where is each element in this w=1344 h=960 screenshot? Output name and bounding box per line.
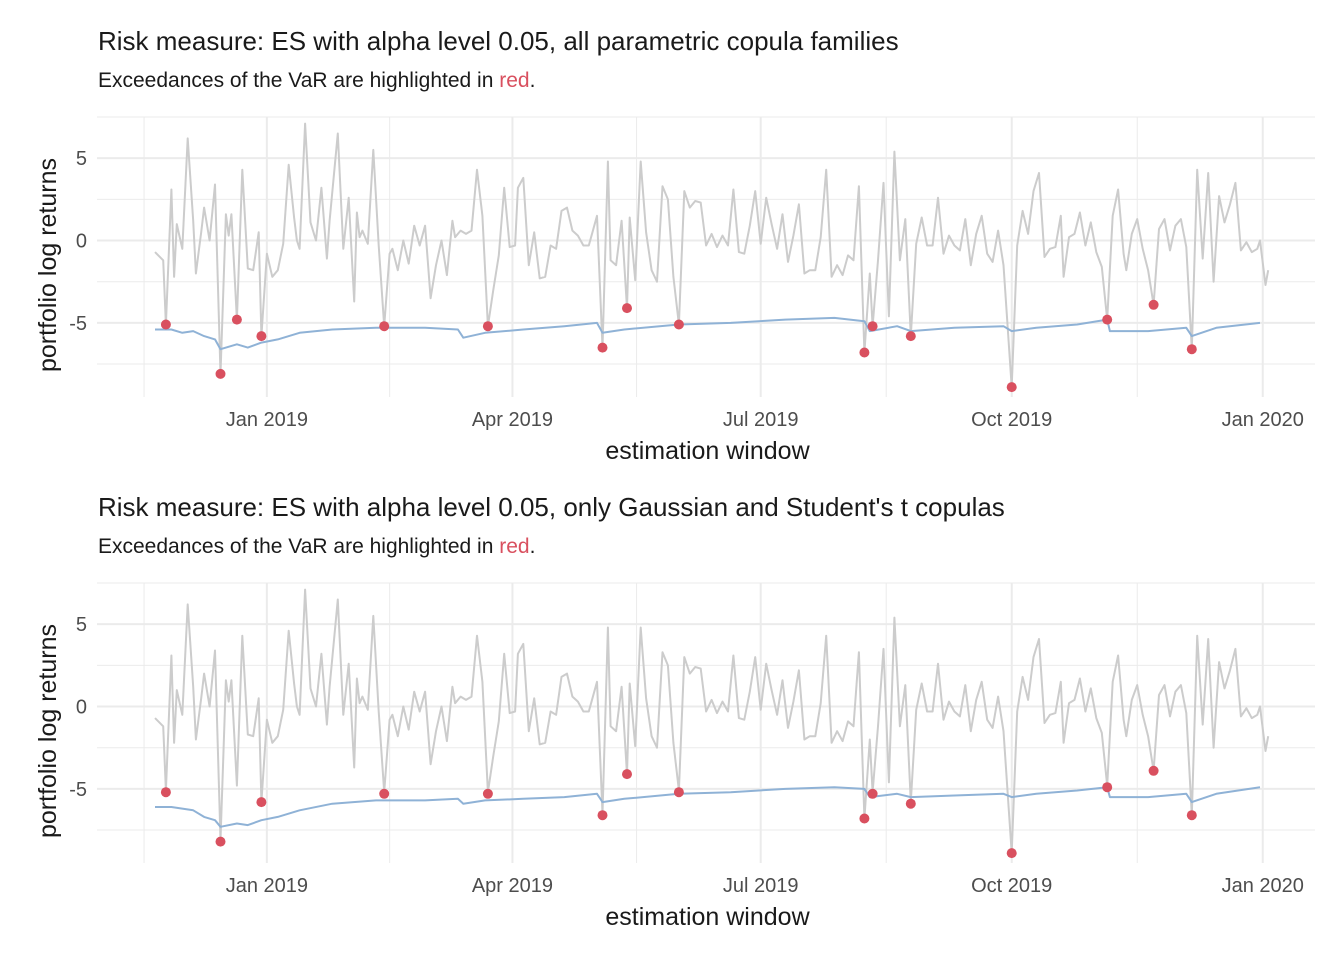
x-tick-label: Jul 2019	[723, 409, 799, 431]
risk-measure-line	[155, 316, 1261, 351]
subtitle-highlight: red	[499, 69, 530, 92]
exceedance-point	[160, 319, 171, 330]
y-axis-label: portfolio log returns	[34, 158, 62, 372]
plot-svg: 5 0 -5 Jan 2019 Apr 2019 Jul 2019 Oct 2019 Jan …	[34, 582, 1315, 931]
subtitle-end: .	[529, 535, 536, 558]
exceedance-point	[379, 321, 390, 332]
exceedance-point	[1186, 810, 1197, 821]
exceedance-point	[597, 342, 608, 353]
chart-subtitle: Exceedances of the VaR are highlighted i…	[98, 69, 535, 93]
subtitle-text: Exceedances of the VaR are highlighted i…	[98, 69, 500, 92]
exceedance-point	[673, 319, 684, 330]
exceedance-point	[256, 797, 267, 808]
x-axis-label: estimation window	[605, 903, 810, 931]
exceedance-point	[867, 788, 878, 799]
y-tick-label: -5	[69, 779, 87, 801]
chart-subtitle: Exceedances of the VaR are highlighted i…	[98, 535, 535, 559]
y-tick-label: 0	[76, 231, 87, 253]
exceedance-point	[622, 303, 632, 314]
exceedance-point	[256, 331, 267, 342]
x-tick-label: Apr 2019	[472, 875, 553, 897]
x-tick-label: Oct 2019	[971, 875, 1052, 897]
x-axis-label: estimation window	[605, 437, 810, 465]
exceedance-point	[1148, 765, 1159, 776]
chart-panel-gaussian-t-copulas: Risk measure: ES with alpha level 0.05, …	[0, 466, 1344, 932]
exceedance-point	[597, 810, 608, 821]
y-tick-label: 5	[76, 148, 87, 170]
x-tick-label: Apr 2019	[472, 409, 553, 431]
exceedance-point	[1006, 848, 1017, 859]
exceedance-point	[859, 813, 870, 824]
exceedance-point	[905, 798, 916, 809]
chart-title: Risk measure: ES with alpha level 0.05, …	[98, 26, 899, 56]
chart-title: Risk measure: ES with alpha level 0.05, …	[98, 492, 1005, 522]
exceedance-point	[160, 787, 171, 798]
x-tick-label: Jan 2020	[1222, 409, 1304, 431]
exceedance-point	[482, 321, 493, 332]
x-tick-label: Jan 2019	[226, 875, 308, 897]
exceedance-point	[215, 836, 226, 847]
exceedance-point	[1148, 299, 1159, 310]
returns-series-line	[154, 122, 1270, 389]
y-tick-label: 5	[76, 614, 87, 636]
chart-panel-all-copulas: Risk measure: ES with alpha level 0.05, …	[0, 0, 1344, 466]
exceedance-point	[1186, 344, 1197, 355]
returns-series-line	[154, 588, 1270, 855]
exceedance-point	[231, 314, 242, 325]
y-tick-label: -5	[69, 313, 87, 335]
x-tick-label: Jul 2019	[723, 875, 799, 897]
risk-measure-line	[155, 786, 1261, 828]
exceedance-point	[379, 788, 390, 799]
y-axis-label: portfolio log returns	[34, 624, 62, 838]
exceedance-point	[1102, 782, 1113, 793]
exceedance-point	[867, 321, 878, 332]
exceedance-point	[215, 368, 226, 379]
exceedance-point	[905, 331, 916, 342]
subtitle-highlight: red	[499, 535, 530, 558]
x-tick-label: Oct 2019	[971, 409, 1052, 431]
x-tick-label: Jan 2019	[226, 409, 308, 431]
exceedance-point	[1006, 382, 1017, 393]
exceedance-point	[482, 788, 493, 799]
subtitle-end: .	[529, 69, 536, 92]
exceedance-point	[1102, 314, 1113, 325]
plot-svg: 5 0 -5 Jan 2019 Apr 2019 Jul 2019 Oct 2019 Jan …	[34, 116, 1315, 465]
exceedance-point	[859, 347, 870, 358]
x-tick-label: Jan 2020	[1222, 875, 1304, 897]
exceedance-point	[622, 769, 632, 780]
y-tick-label: 0	[76, 697, 87, 719]
subtitle-text: Exceedances of the VaR are highlighted i…	[98, 535, 500, 558]
exceedance-point	[673, 787, 684, 798]
